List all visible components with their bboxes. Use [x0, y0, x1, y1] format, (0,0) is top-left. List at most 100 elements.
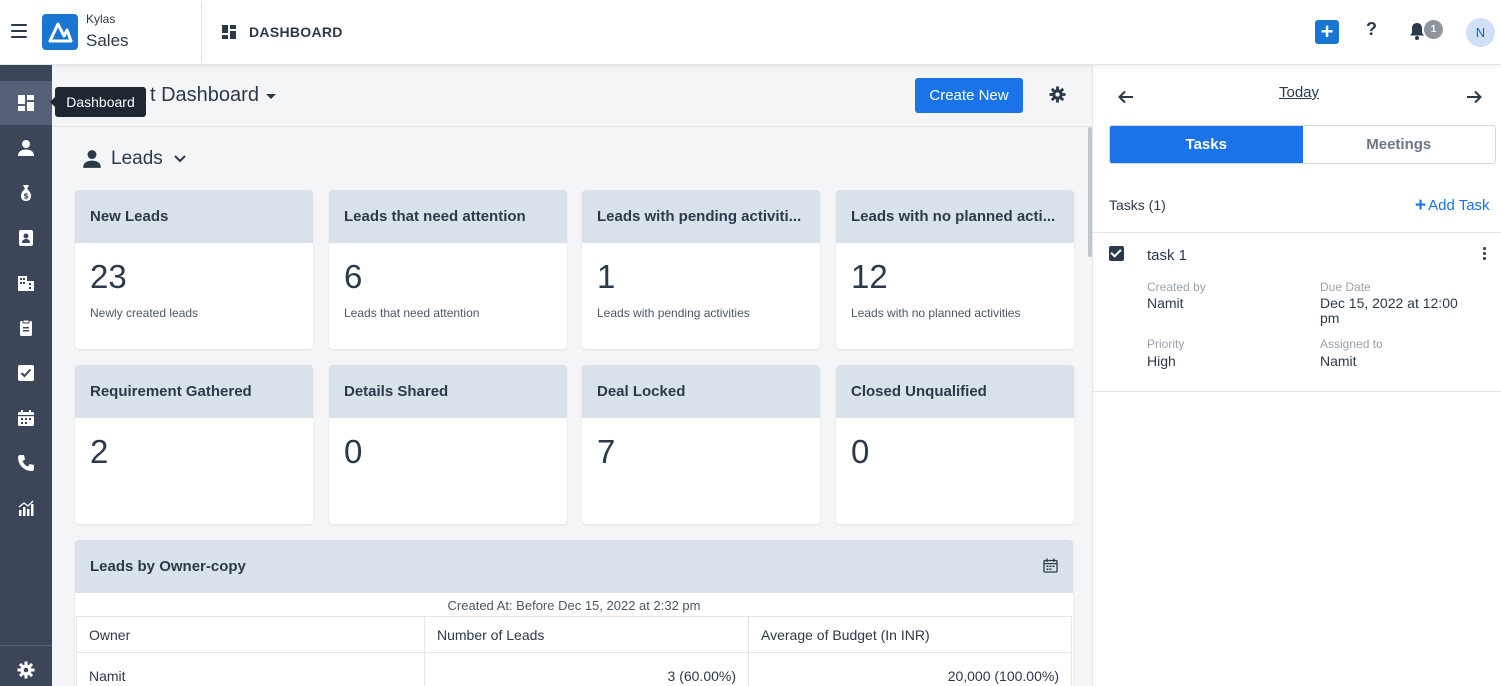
tab-meetings[interactable]: Meetings [1302, 126, 1495, 163]
stat-card-deal-locked[interactable]: Deal Locked 7 [582, 365, 820, 524]
quick-add-button[interactable]: + [1315, 20, 1339, 44]
header-divider [201, 2, 202, 62]
clipboard-icon [20, 319, 32, 336]
sidebar-item-leads[interactable] [0, 126, 52, 170]
stat-card-leads-pending-activities[interactable]: Leads with pending activiti... 1 Leads w… [582, 190, 820, 349]
stat-card-leads-need-attention[interactable]: Leads that need attention 6 Leads that n… [329, 190, 567, 349]
stat-card-details-shared[interactable]: Details Shared 0 [329, 365, 567, 524]
date-label[interactable]: Today [1279, 84, 1320, 101]
right-panel: Today Tasks Meetings Tasks (1) + Add Task… [1092, 65, 1501, 686]
sidebar-tooltip: Dashboard [50, 87, 146, 117]
sidebar-item-companies[interactable] [0, 261, 52, 305]
checkbox-icon [18, 365, 34, 381]
column-header-average-budget[interactable]: Average of Budget (In INR) [748, 616, 1072, 653]
widget-subtitle: Created At: Before Dec 15, 2022 at 2:32 … [447, 598, 701, 613]
panel-tabs: Tasks Meetings [1109, 125, 1496, 164]
stat-card-leads-no-planned-activities[interactable]: Leads with no planned acti... 12 Leads w… [836, 190, 1074, 349]
task-name[interactable]: task 1 [1147, 247, 1188, 264]
more-options-icon[interactable] [1483, 247, 1487, 263]
scrollbar-thumb[interactable] [1088, 127, 1092, 257]
calendar-icon [18, 410, 34, 426]
table-cell-average-budget: 20,000 (100.00%) [748, 652, 1072, 686]
card-value: 7 [597, 433, 616, 470]
priority-value: High [1147, 353, 1176, 369]
card-title: Requirement Gathered [75, 365, 313, 418]
task-checkbox[interactable] [1109, 246, 1124, 261]
tab-tasks[interactable]: Tasks [1110, 126, 1303, 163]
sidebar-item-deals[interactable]: $ [0, 171, 52, 215]
stat-card-closed-unqualified[interactable]: Closed Unqualified 0 [836, 365, 1074, 524]
gear-icon[interactable] [1049, 86, 1066, 103]
brand-name: Kylas [86, 12, 116, 26]
plus-icon: + [1415, 195, 1427, 216]
report-chart-icon [18, 500, 34, 516]
tasks-count: Tasks (1) [1109, 197, 1166, 213]
dashboard-icon [222, 25, 236, 39]
sidebar-item-calls[interactable] [0, 441, 52, 485]
stat-card-requirement-gathered[interactable]: Requirement Gathered 2 [75, 365, 313, 524]
card-subtitle: Newly created leads [90, 306, 199, 320]
card-title: Leads with pending activiti... [582, 190, 820, 243]
scrollbar-track[interactable] [1088, 127, 1092, 686]
building-icon [18, 276, 34, 291]
card-subtitle: Leads with pending activities [597, 306, 750, 320]
dashboard-header: t Dashboard Create New [52, 65, 1092, 127]
add-task-label: Add Task [1428, 197, 1490, 214]
priority-label: Priority [1147, 337, 1185, 351]
arrow-right-icon[interactable] [1465, 88, 1483, 106]
card-value: 23 [90, 258, 127, 295]
created-by-label: Created by [1147, 280, 1206, 294]
leads-by-owner-table: Owner Number of Leads Average of Budget … [76, 616, 1072, 686]
sidebar-item-reports[interactable] [0, 486, 52, 530]
card-title: Deal Locked [582, 365, 820, 418]
add-task-button[interactable]: + Add Task [1415, 195, 1490, 217]
table-cell-owner: Namit [76, 652, 425, 686]
arrow-left-icon[interactable] [1117, 88, 1135, 106]
sidebar-item-contacts[interactable] [0, 216, 52, 260]
widget-title: Leads by Owner-copy [90, 558, 246, 575]
kylas-logo[interactable] [42, 14, 78, 50]
dashboard-icon [18, 95, 34, 111]
help-icon[interactable]: ? [1366, 19, 1377, 39]
dashboard-title[interactable]: t Dashboard [150, 84, 259, 106]
sidebar-item-meetings[interactable] [0, 396, 52, 440]
bell-icon[interactable] [1409, 22, 1425, 40]
column-header-owner[interactable]: Owner [76, 616, 425, 653]
user-icon [18, 140, 34, 156]
card-value: 2 [90, 433, 109, 470]
table-header-row: Owner Number of Leads Average of Budget … [76, 616, 1072, 653]
sidebar-item-settings[interactable] [0, 648, 52, 686]
sidebar-item-dashboard[interactable] [0, 81, 52, 125]
widget-header: Leads by Owner-copy [75, 540, 1073, 593]
sidebar-item-quotes[interactable] [0, 306, 52, 350]
stat-card-new-leads[interactable]: New Leads 23 Newly created leads [75, 190, 313, 349]
column-header-number-of-leads[interactable]: Number of Leads [424, 616, 749, 653]
svg-text:$: $ [23, 192, 29, 201]
sidebar-item-tasks[interactable] [0, 351, 52, 395]
chevron-down-icon [174, 155, 186, 163]
top-header: Kylas Sales DASHBOARD + ? 1 N [0, 0, 1501, 65]
card-title: Leads with no planned acti... [836, 190, 1074, 243]
calendar-icon[interactable] [1043, 558, 1058, 573]
card-subtitle: Leads with no planned activities [851, 306, 1021, 320]
money-bag-icon: $ [21, 185, 31, 201]
assigned-to-value: Namit [1320, 353, 1357, 369]
card-title: Closed Unqualified [836, 365, 1074, 418]
entity-selector[interactable]: Leads [82, 147, 187, 171]
card-title: Details Shared [329, 365, 567, 418]
due-date-value: Dec 15, 2022 at 12:00 pm [1320, 295, 1458, 326]
brand-product: Sales [86, 31, 129, 50]
hamburger-menu-icon[interactable] [11, 24, 27, 40]
user-avatar[interactable]: N [1466, 18, 1495, 47]
main-content: t Dashboard Create New Leads New Leads 2… [52, 65, 1092, 686]
table-cell-number-of-leads[interactable]: 3 (60.00%) [424, 652, 749, 686]
page-title: DASHBOARD [249, 24, 343, 40]
created-by-value: Namit [1147, 295, 1184, 311]
phone-icon [18, 455, 34, 471]
card-value: 6 [344, 258, 363, 295]
create-new-button[interactable]: Create New [915, 78, 1023, 113]
dashboard-dropdown-caret-icon[interactable] [266, 94, 276, 99]
leads-by-owner-widget: Leads by Owner-copy Created At: Before D… [75, 540, 1073, 686]
card-value: 0 [851, 433, 870, 470]
divider [1093, 232, 1501, 233]
